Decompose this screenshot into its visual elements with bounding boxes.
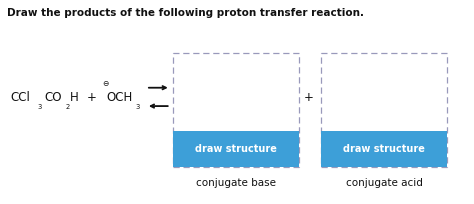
Text: draw structure: draw structure (195, 144, 277, 154)
Bar (173, 53, 299, 167)
Bar (321, 53, 447, 167)
Text: +: + (304, 91, 314, 104)
Text: $_3$: $_3$ (135, 102, 141, 112)
Text: $_3$: $_3$ (37, 102, 43, 112)
Text: conjugate acid: conjugate acid (346, 177, 423, 188)
Text: OCH: OCH (107, 91, 133, 104)
Bar (321, 131, 447, 167)
Text: conjugate base: conjugate base (196, 177, 276, 188)
Text: +: + (87, 91, 97, 104)
Text: CCl: CCl (10, 91, 30, 104)
Text: Draw the products of the following proton transfer reaction.: Draw the products of the following proto… (7, 8, 364, 18)
Text: H: H (70, 91, 79, 104)
Text: CO: CO (44, 91, 62, 104)
Bar (173, 131, 299, 167)
Text: draw structure: draw structure (343, 144, 425, 154)
Text: $\ominus$: $\ominus$ (102, 79, 109, 88)
Text: $_2$: $_2$ (65, 102, 71, 112)
